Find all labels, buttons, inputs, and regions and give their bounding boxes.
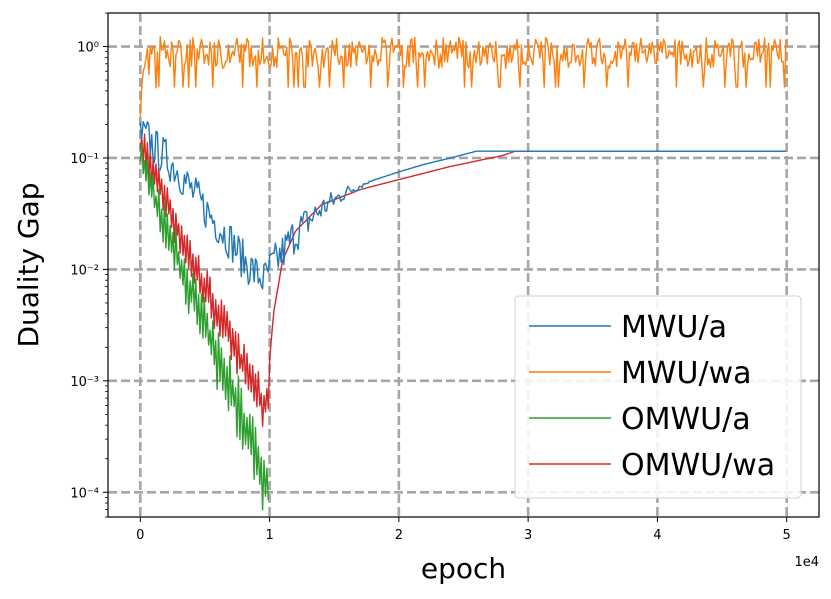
legend: MWU/a MWU/wa OMWU/a OMWU/wa bbox=[514, 295, 802, 499]
x-axis-label: epoch bbox=[421, 552, 506, 585]
y-tick-label: 10⁻² bbox=[70, 263, 99, 278]
x-tick-label: 3 bbox=[524, 528, 532, 543]
legend-box bbox=[514, 295, 802, 499]
x-tick-label: 5 bbox=[783, 528, 791, 543]
y-tick-label: 10⁻¹ bbox=[70, 152, 99, 167]
series-line-mwu-wa bbox=[139, 36, 787, 118]
series-line-mwu-a bbox=[139, 120, 786, 290]
plot-lines bbox=[139, 36, 787, 511]
axis-ticks: 0 1 2 3 4 5 10⁻⁴ 10⁻³ 10⁻² 10⁻¹ 10⁰ bbox=[70, 12, 791, 543]
series-line-omwu-a bbox=[139, 144, 269, 511]
y-tick-label: 10⁰ bbox=[77, 41, 99, 56]
y-tick-label: 10⁻⁴ bbox=[70, 486, 99, 501]
x-tick-label: 0 bbox=[136, 528, 144, 543]
x-tick-label: 4 bbox=[653, 528, 661, 543]
x-tick-label: 2 bbox=[395, 528, 403, 543]
y-tick-label: 10⁻³ bbox=[70, 375, 99, 390]
legend-label: OMWU/wa bbox=[621, 448, 775, 483]
plot-frame bbox=[107, 12, 820, 518]
x-tick-label: 1 bbox=[265, 528, 273, 543]
x-axis-offset-label: 1e4 bbox=[794, 555, 819, 570]
legend-label: OMWU/a bbox=[621, 402, 751, 437]
legend-label: MWU/wa bbox=[621, 356, 752, 391]
y-axis-label: Duality Gap bbox=[12, 182, 45, 347]
legend-label: MWU/a bbox=[621, 310, 727, 345]
